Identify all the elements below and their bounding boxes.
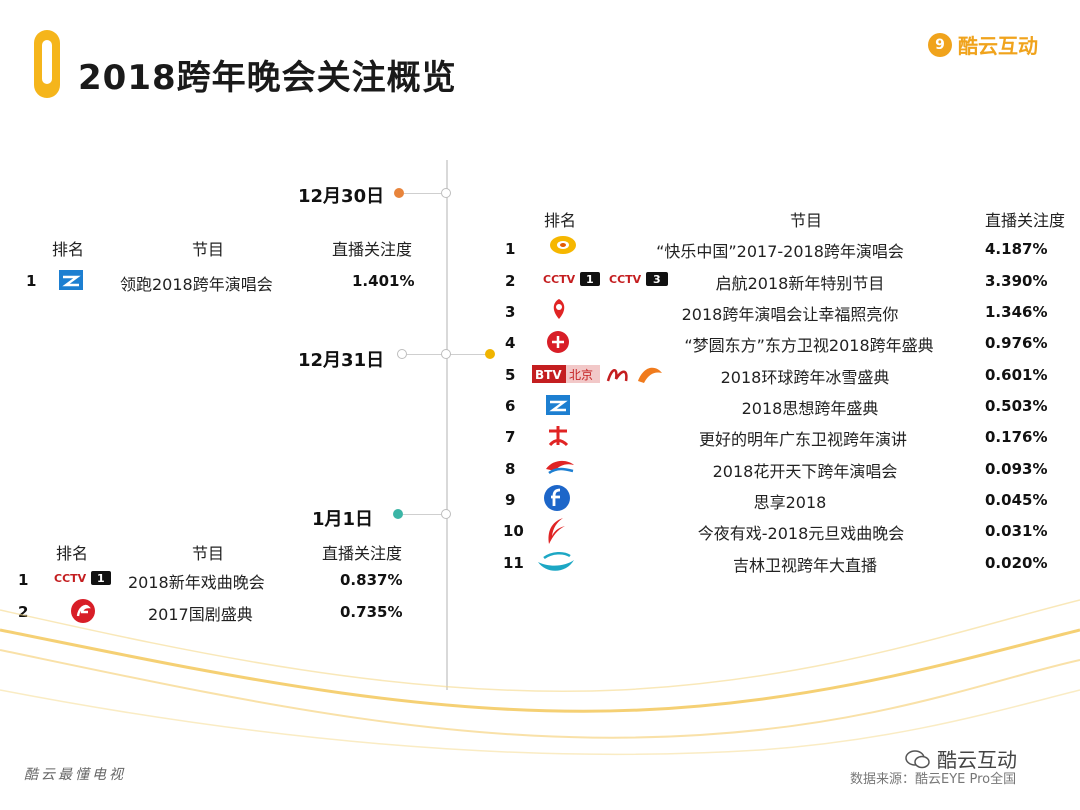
brand: 9 酷云互动: [928, 30, 1038, 59]
jan1-node: [441, 509, 451, 519]
zhejiang-tv-logo-icon: [546, 395, 570, 415]
cctv11-logo-icon: [548, 518, 565, 544]
jan1-rank: 2: [18, 603, 29, 621]
wechat-icon: [905, 749, 930, 768]
cctv-channel-number: 1: [97, 572, 105, 585]
data-source: 数据来源：酷云EYE Pro全国: [850, 772, 1017, 787]
row-attention: 1.346%: [985, 303, 1048, 321]
footer-slogan: 酷云最懂电视: [24, 767, 126, 783]
dec30-program: 领跑2018跨年演唱会: [120, 275, 273, 294]
guangdong-tv-logo-icon: [548, 426, 569, 447]
row-attention: 0.045%: [985, 491, 1048, 509]
row-rank: 3: [505, 303, 516, 321]
zhejiang-tv-logo-icon: [59, 270, 83, 290]
dec30-node: [441, 188, 451, 198]
row-rank: 9: [505, 491, 516, 509]
row-rank: 1: [505, 240, 516, 258]
date-dec31: 12月31日: [298, 350, 385, 371]
row-program: 2018环球跨年冰雪盛典: [720, 368, 890, 387]
dec31-dot: [485, 349, 495, 359]
row-attention: 0.031%: [985, 522, 1048, 540]
cctv3-logo-icon: CCTV 3: [609, 272, 668, 286]
cctv-channel-number: 3: [653, 273, 661, 286]
row-rank: 5: [505, 366, 516, 384]
btv-logo-icon: BTV 北京: [532, 365, 662, 383]
jilin-tv-logo-icon: [538, 552, 574, 571]
row-rank: 11: [503, 554, 524, 572]
row-program: 更好的明年广东卫视跨年演讲: [698, 430, 907, 449]
cctv-logo-text: CCTV: [54, 572, 87, 585]
jan1-header-program: 节目: [192, 544, 225, 563]
anhui-tv-logo-icon: [71, 599, 95, 623]
row-attention: 0.176%: [985, 428, 1048, 446]
jan1-header-attention: 直播关注度: [322, 544, 403, 563]
title-accent-bar: [34, 30, 60, 98]
jan1-header-rank: 排名: [56, 544, 89, 563]
row-program: 2018花开天下跨年演唱会: [712, 462, 898, 481]
timeline-axis: [446, 160, 448, 690]
jan1-attention: 0.735%: [340, 603, 403, 621]
jan1-program: 2017国剧盛典: [148, 605, 253, 624]
btv-beijing-text: 北京: [569, 368, 593, 382]
cctv1-logo-icon: CCTV 1: [543, 272, 600, 286]
date-jan1: 1月1日: [312, 509, 374, 530]
dec31-header-program: 节目: [790, 211, 823, 230]
dec31-header-rank: 排名: [544, 211, 577, 230]
row-rank: 8: [505, 460, 516, 478]
row-attention: 3.390%: [985, 272, 1048, 290]
dec30-dot: [394, 188, 404, 198]
row-program: 吉林卫视跨年大直播: [732, 556, 877, 575]
brand-name: 酷云互动: [958, 34, 1038, 58]
cctv-logo-text: CCTV: [543, 273, 576, 286]
wechat-watermark: 酷云互动: [905, 744, 1017, 773]
row-program: 思享2018: [753, 493, 827, 512]
jan1-connector: [403, 514, 441, 515]
jan1-attention: 0.837%: [340, 571, 403, 589]
row-program: “快乐中国”2017-2018跨年演唱会: [656, 242, 904, 261]
row-program: 2018思想跨年盛典: [741, 399, 879, 418]
jan1-program: 2018新年戏曲晚会: [128, 573, 265, 592]
row-attention: 0.093%: [985, 460, 1048, 478]
row-rank: 6: [505, 397, 516, 415]
cctv-logo-text: CCTV: [609, 273, 642, 286]
dec31-left-node: [397, 349, 407, 359]
cctv1-logo-icon: CCTV 1: [54, 571, 111, 585]
row-attention: 0.976%: [985, 334, 1048, 352]
cctv-channel-number: 1: [586, 273, 594, 286]
date-dec30: 12月30日: [298, 186, 385, 207]
fujian-tv-logo-icon: [544, 485, 570, 511]
jiangsu-tv-logo-icon: [553, 299, 565, 319]
wechat-account-name: 酷云互动: [937, 748, 1017, 772]
row-attention: 0.601%: [985, 366, 1048, 384]
dec30-attention: 1.401%: [352, 272, 415, 290]
row-attention: 0.503%: [985, 397, 1048, 415]
row-program: 2018跨年演唱会让幸福照亮你: [681, 305, 899, 324]
btv-logo-text: BTV: [535, 368, 562, 382]
row-rank: 10: [503, 522, 524, 540]
row-program: 今夜有戏-2018元旦戏曲晚会: [697, 524, 905, 543]
decorative-waves: [0, 599, 1080, 756]
dec31-node: [441, 349, 451, 359]
dec31-header-attention: 直播关注度: [985, 211, 1066, 230]
dec30-header-program: 节目: [192, 240, 225, 259]
hunan-tv-logo-icon: [550, 236, 576, 254]
dec30-header-attention: 直播关注度: [332, 240, 413, 259]
row-program: “梦圆东方”东方卫视2018跨年盛典: [684, 336, 934, 355]
dec30-connector: [404, 193, 441, 194]
brand-logo-icon: 9: [928, 32, 952, 57]
row-rank: 2: [505, 272, 516, 290]
jan1-rank: 1: [18, 571, 29, 589]
page-title: 2018跨年晚会关注概览: [78, 58, 457, 98]
row-program: 启航2018新年特别节目: [715, 274, 885, 293]
shenzhen-tv-logo-icon: [546, 460, 574, 475]
row-rank: 7: [505, 428, 516, 446]
dec30-header-rank: 排名: [52, 240, 85, 259]
dec30-rank: 1: [26, 272, 37, 290]
jan1-dot: [393, 509, 403, 519]
row-rank: 4: [505, 334, 516, 352]
row-attention: 0.020%: [985, 554, 1048, 572]
row-attention: 4.187%: [985, 240, 1048, 258]
dragon-tv-logo-icon: [547, 331, 569, 353]
